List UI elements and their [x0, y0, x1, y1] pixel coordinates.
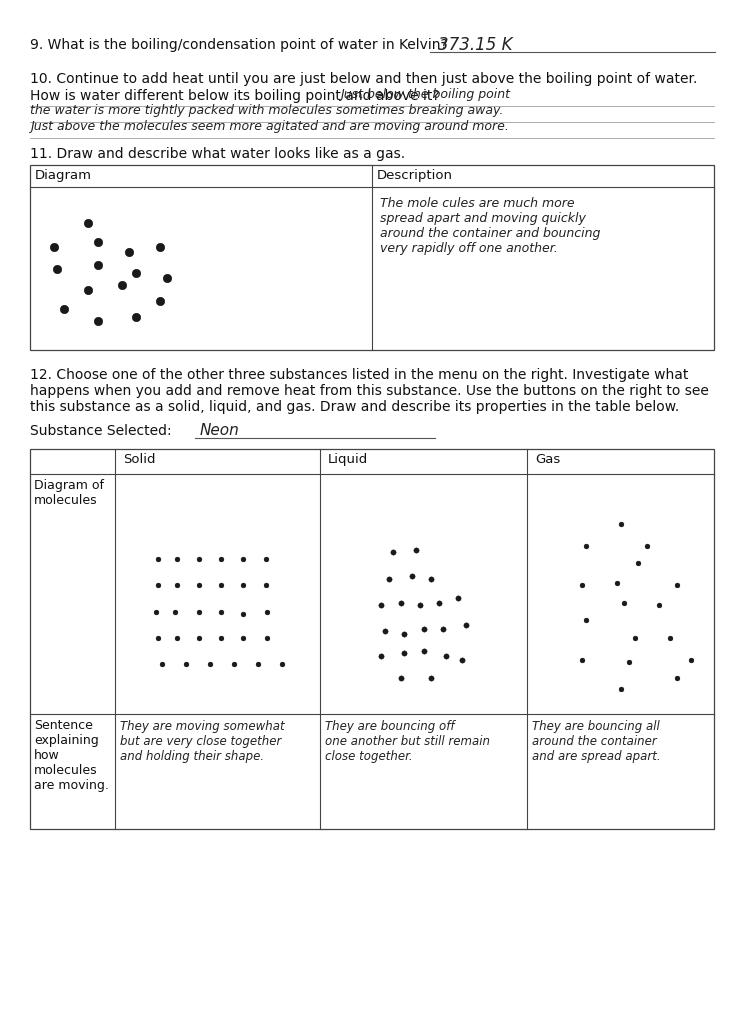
- Text: Description: Description: [377, 169, 453, 182]
- Text: They are bouncing all
around the container
and are spread apart.: They are bouncing all around the contain…: [532, 720, 661, 763]
- Text: Just below the boiling point: Just below the boiling point: [340, 88, 510, 101]
- Text: Substance Selected:: Substance Selected:: [30, 424, 172, 438]
- Text: Solid: Solid: [123, 453, 155, 466]
- Text: They are moving somewhat
but are very close together
and holding their shape.: They are moving somewhat but are very cl…: [120, 720, 285, 763]
- Text: Gas: Gas: [535, 453, 560, 466]
- Text: Neon: Neon: [200, 423, 240, 438]
- Bar: [30, 449, 714, 829]
- Text: The mole cules are much more
spread apart and moving quickly
around the containe: The mole cules are much more spread apar…: [380, 197, 600, 255]
- Text: They are bouncing off
one another but still remain
close together.: They are bouncing off one another but st…: [325, 720, 490, 763]
- Text: Liquid: Liquid: [328, 453, 368, 466]
- Text: 9. What is the boiling/condensation point of water in Kelvin?: 9. What is the boiling/condensation poin…: [30, 38, 448, 52]
- Bar: [30, 165, 714, 350]
- Text: Just above the molecules seem more agitated and are moving around more.: Just above the molecules seem more agita…: [30, 120, 509, 133]
- Text: 12. Choose one of the other three substances listed in the menu on the right. In: 12. Choose one of the other three substa…: [30, 368, 688, 382]
- Text: 11. Draw and describe what water looks like as a gas.: 11. Draw and describe what water looks l…: [30, 147, 405, 161]
- Text: Diagram of
molecules: Diagram of molecules: [34, 479, 104, 507]
- Text: Sentence
explaining
how
molecules
are moving.: Sentence explaining how molecules are mo…: [34, 719, 109, 792]
- Text: Diagram: Diagram: [35, 169, 92, 182]
- Text: happens when you add and remove heat from this substance. Use the buttons on the: happens when you add and remove heat fro…: [30, 384, 709, 398]
- Text: 373.15 K: 373.15 K: [438, 36, 513, 54]
- Text: this substance as a solid, liquid, and gas. Draw and describe its properties in : this substance as a solid, liquid, and g…: [30, 400, 679, 414]
- Text: How is water different below its boiling point and above it?: How is water different below its boiling…: [30, 89, 440, 103]
- Text: 10. Continue to add heat until you are just below and then just above the boilin: 10. Continue to add heat until you are j…: [30, 72, 697, 86]
- Text: the water is more tightly packed with molecules sometimes breaking away.: the water is more tightly packed with mo…: [30, 104, 504, 117]
